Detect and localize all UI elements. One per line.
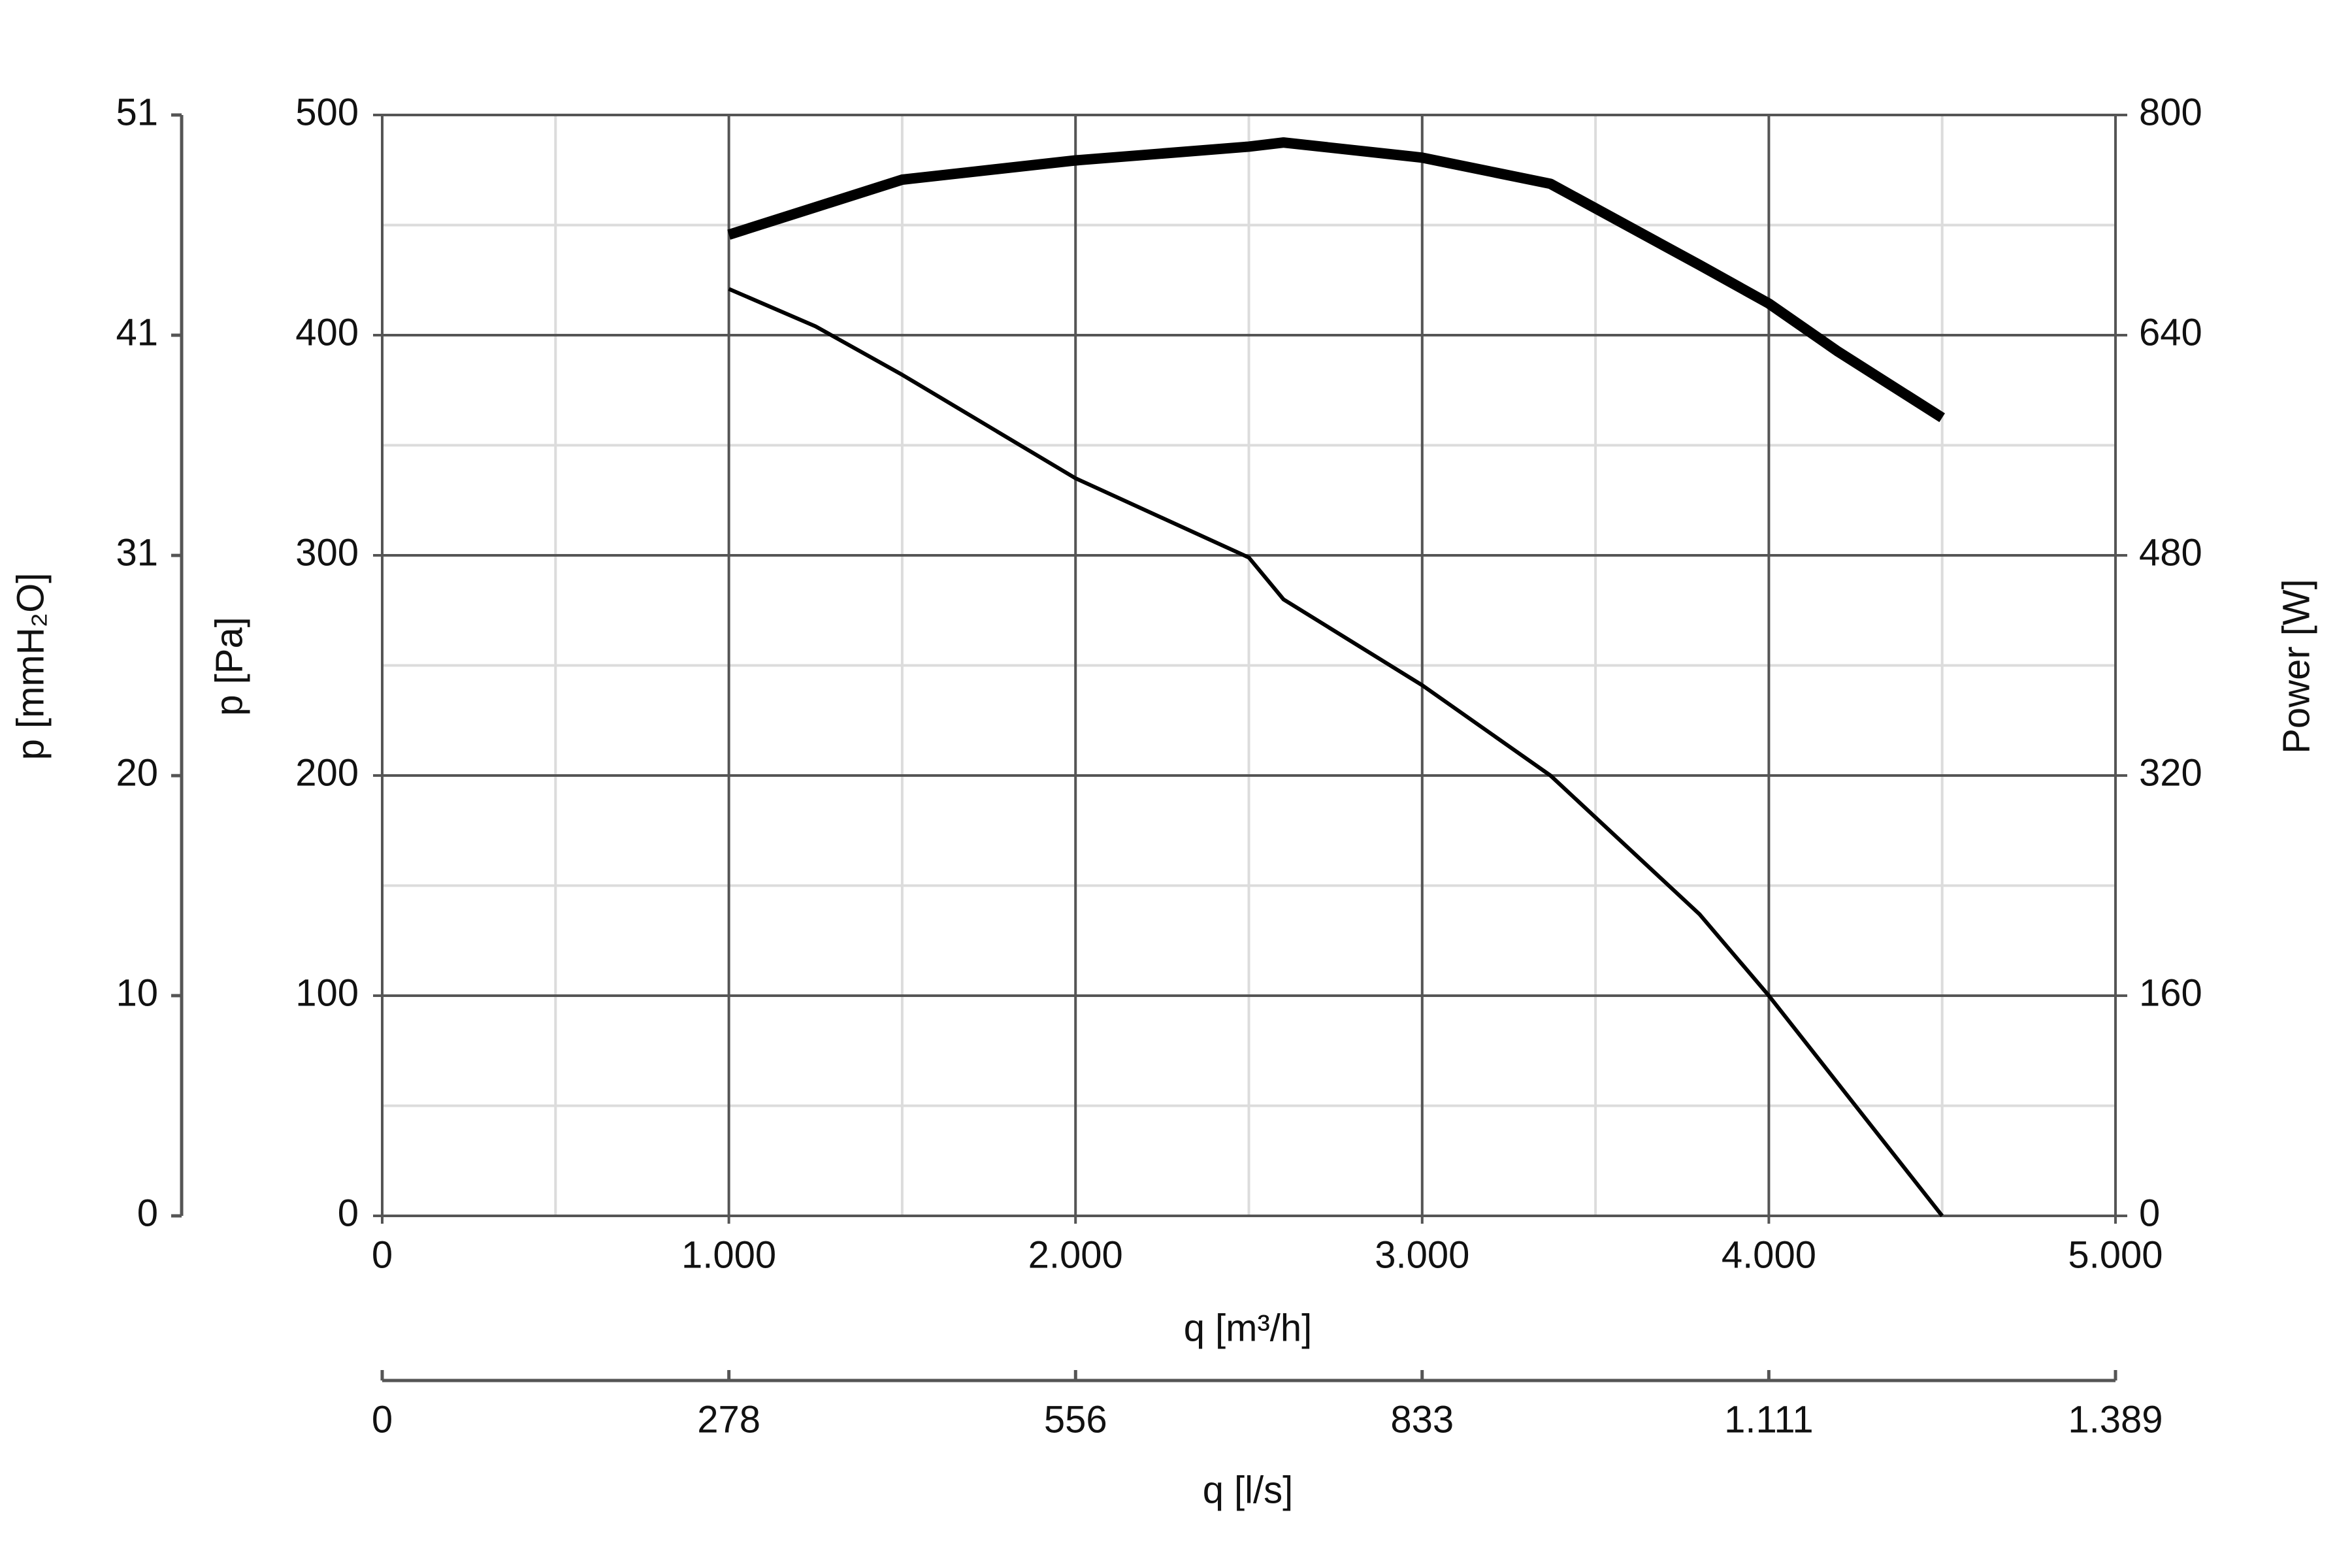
y2-tick-label: 160 (2139, 972, 2202, 1014)
x-tick-label: 2.000 (1028, 1233, 1123, 1276)
x2-tick-label: 1.389 (2068, 1398, 2163, 1441)
y2-tick-label: 800 (2139, 91, 2202, 133)
y3-tick-label: 51 (116, 91, 158, 133)
y3-tick-label: 10 (116, 972, 158, 1014)
x2-tick-label: 833 (1390, 1398, 1454, 1441)
x-tick-label: 1.000 (681, 1233, 776, 1276)
y2-tick-label: 0 (2139, 1192, 2160, 1234)
curve (728, 287, 1944, 1217)
y-tick-label: 0 (338, 1192, 359, 1234)
y3-axis-title: p [mmH₂O] (9, 573, 52, 760)
y3-tick-label: 0 (137, 1192, 158, 1234)
x2-tick-label: 0 (372, 1398, 393, 1441)
y-tick-label: 100 (295, 972, 359, 1014)
y-axis-title: p [Pa] (208, 617, 250, 716)
y-tick-label: 300 (295, 531, 359, 574)
y-tick-label: 400 (295, 311, 359, 353)
y2-tick-label: 640 (2139, 311, 2202, 353)
x2-tick-label: 556 (1044, 1398, 1107, 1441)
x2-tick-label: 278 (697, 1398, 760, 1441)
y2-axis-title: Power [W] (2275, 579, 2317, 754)
x-tick-label: 3.000 (1375, 1233, 1469, 1276)
x-tick-label: 0 (372, 1233, 393, 1276)
y3-tick-label: 31 (116, 531, 158, 574)
y3-tick-label: 20 (116, 752, 158, 794)
x2-tick-label: 1.111 (1724, 1398, 1814, 1441)
curve (727, 137, 1945, 423)
y2-tick-label: 480 (2139, 531, 2202, 574)
y3-tick-label: 41 (116, 311, 158, 353)
x-tick-label: 4.000 (1722, 1233, 1816, 1276)
x-axis-title: q [m³/h] (1184, 1307, 1313, 1349)
x-tick-label: 5.000 (2068, 1233, 2163, 1276)
y2-tick-label: 320 (2139, 751, 2202, 794)
y-tick-label: 500 (295, 91, 359, 133)
y-tick-label: 200 (295, 751, 359, 794)
x2-axis-title: q [l/s] (1203, 1469, 1294, 1511)
